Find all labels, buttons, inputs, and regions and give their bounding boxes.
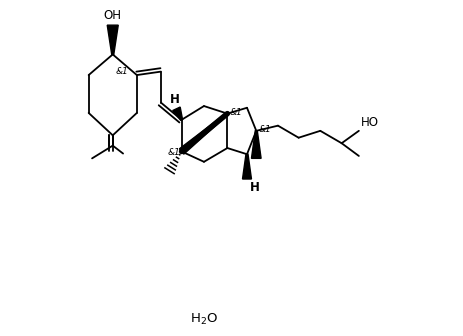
Text: &1: &1	[115, 68, 128, 77]
Text: OH: OH	[104, 9, 122, 23]
Text: H: H	[170, 93, 180, 106]
Text: H: H	[250, 181, 260, 194]
Text: HO: HO	[361, 116, 379, 129]
Polygon shape	[107, 25, 118, 54]
Text: &1: &1	[230, 108, 242, 117]
Text: &1: &1	[259, 125, 272, 134]
Polygon shape	[243, 154, 251, 179]
Text: &1: &1	[167, 148, 180, 157]
Polygon shape	[251, 131, 261, 158]
Polygon shape	[179, 113, 228, 154]
Text: H$_2$O: H$_2$O	[190, 312, 218, 327]
Polygon shape	[173, 107, 182, 120]
